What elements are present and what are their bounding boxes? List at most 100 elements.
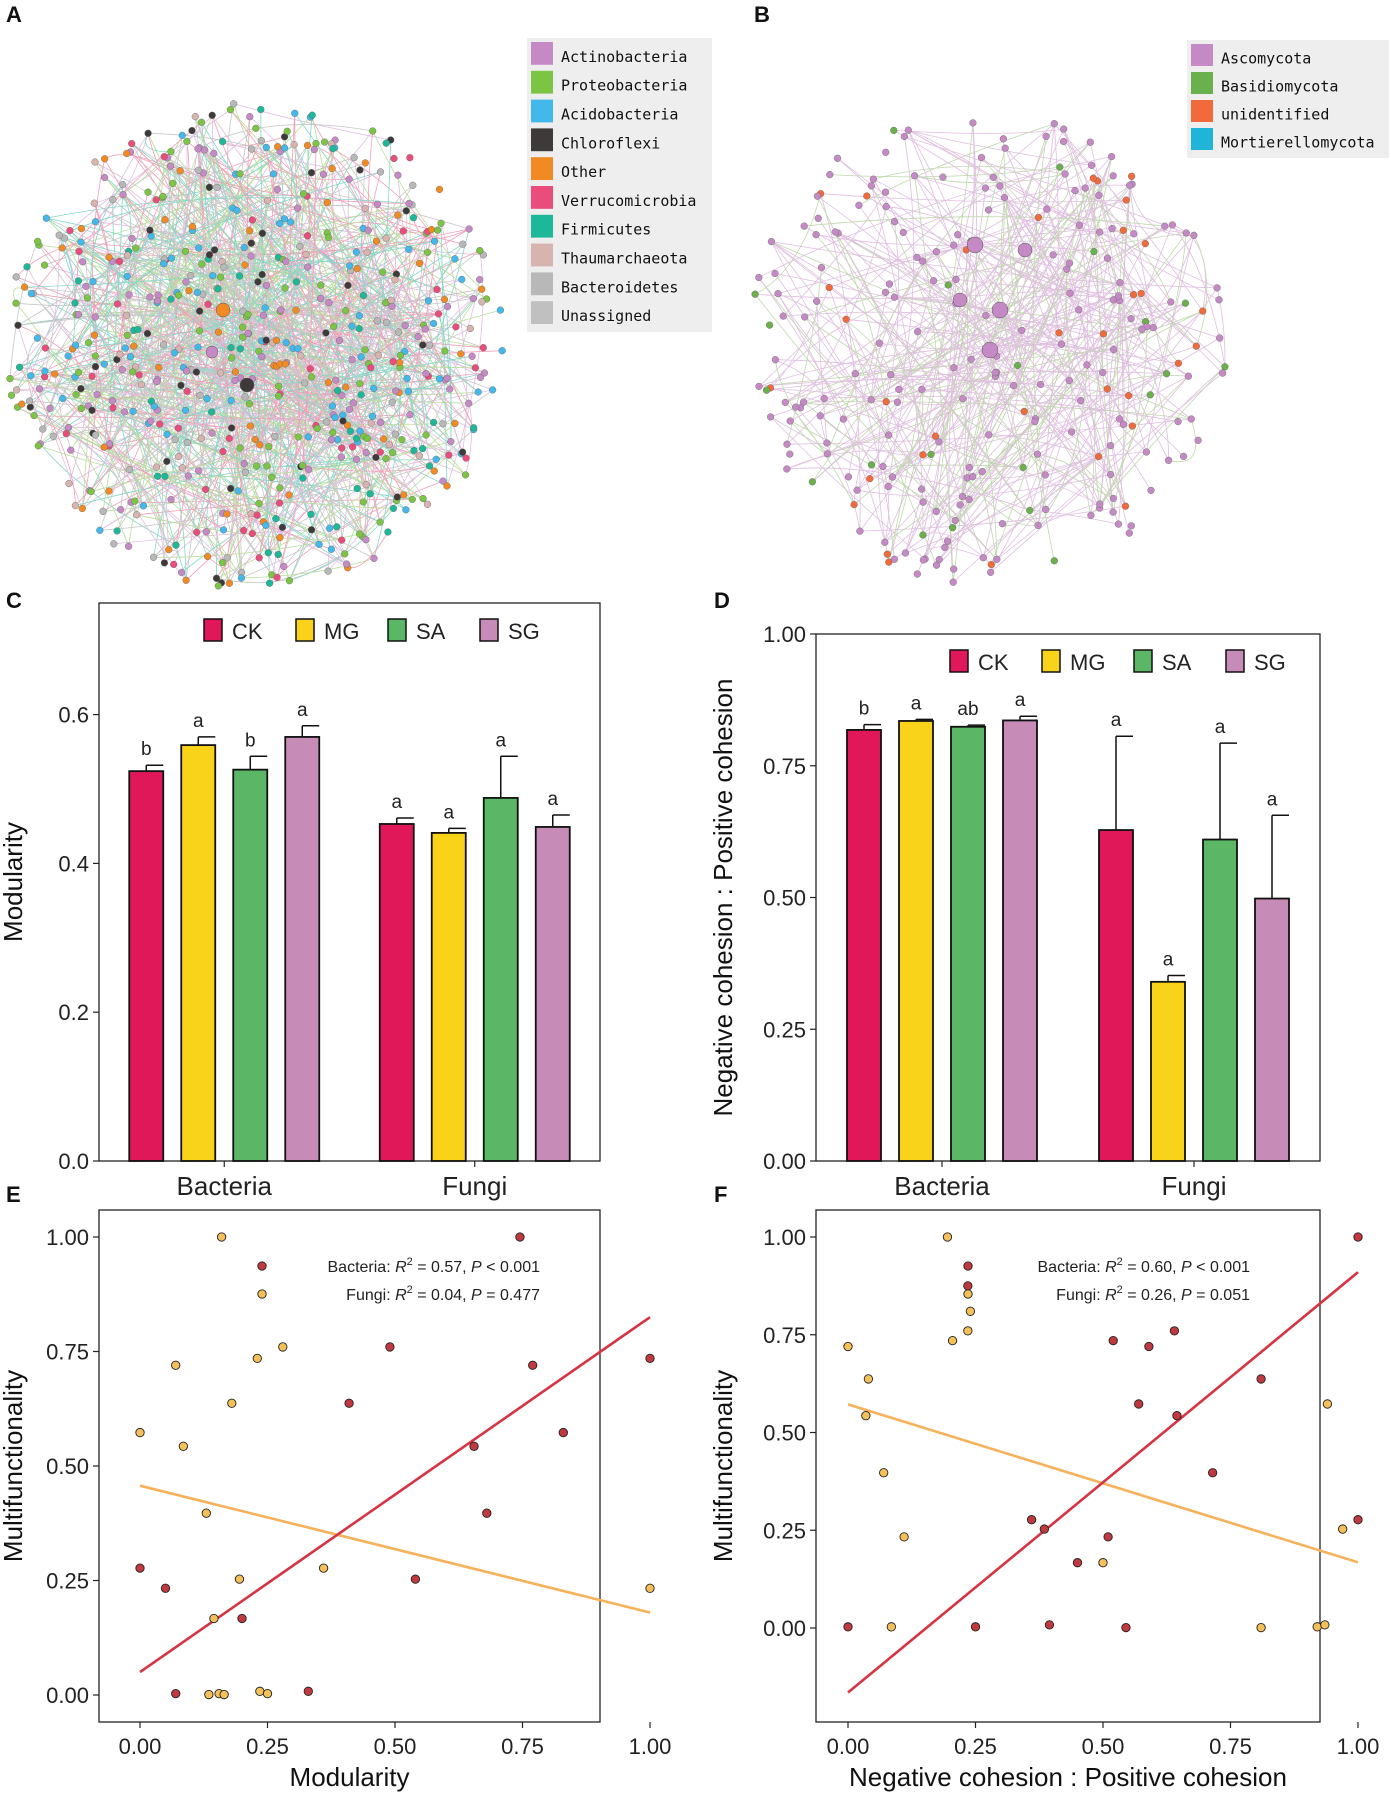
network-node — [476, 373, 485, 382]
network-node — [273, 573, 281, 582]
network-node — [174, 424, 182, 432]
network-node — [1138, 325, 1146, 334]
network-edge — [163, 263, 279, 387]
network-node — [982, 312, 990, 320]
network-node — [241, 393, 249, 401]
network-edge — [159, 258, 456, 425]
network-node — [439, 477, 447, 485]
network-edge — [182, 207, 298, 468]
network-edge — [112, 326, 243, 402]
point-fungi — [942, 1232, 953, 1242]
network-node — [105, 487, 113, 495]
network-node — [885, 280, 894, 288]
network-edge — [1193, 235, 1208, 347]
network-node — [1081, 184, 1089, 192]
network-node — [979, 554, 987, 562]
network-node — [322, 329, 330, 337]
network-node — [755, 382, 763, 391]
network-edge — [157, 300, 348, 565]
network-node — [422, 431, 430, 439]
y-tick-label: 1.00 — [763, 622, 806, 647]
network-edge — [97, 394, 232, 429]
network-edge — [914, 175, 1187, 234]
network-node — [1126, 181, 1134, 189]
point-fungi — [171, 1360, 181, 1370]
network-edge — [75, 210, 238, 346]
network-node — [342, 383, 350, 391]
network-edge — [938, 372, 1104, 560]
network-node — [808, 478, 817, 486]
network-node — [952, 275, 960, 284]
significance-letter: b — [245, 730, 256, 751]
network-node — [329, 145, 337, 153]
network-edge — [67, 355, 242, 579]
point-fungi — [1098, 1558, 1108, 1568]
network-edge — [936, 504, 966, 566]
network-node — [1167, 298, 1175, 306]
network-node — [338, 391, 346, 400]
network-node — [1122, 196, 1130, 204]
network-node — [1108, 225, 1116, 233]
network-node — [353, 484, 361, 493]
network-node — [25, 397, 34, 405]
network-edge — [362, 230, 438, 537]
network-node — [49, 432, 57, 440]
network-edge — [771, 241, 1036, 420]
network-node — [393, 493, 401, 501]
network-node — [389, 357, 397, 366]
bar-mg — [180, 744, 217, 1162]
network-node — [986, 568, 995, 576]
network-edge — [206, 453, 462, 533]
network-edge — [251, 148, 463, 245]
network-node — [214, 582, 222, 590]
network-edge — [104, 154, 210, 188]
network-edge — [229, 525, 267, 584]
network-edge — [197, 124, 373, 150]
network-node — [996, 182, 1004, 190]
network-edge — [81, 376, 93, 509]
stats-text: Fungi: R2 = 0.04, P = 0.477 — [346, 1284, 540, 1304]
network-node — [74, 369, 83, 377]
network-edge — [892, 389, 924, 478]
network-node — [993, 555, 1001, 564]
network-node — [958, 492, 967, 501]
network-edge — [279, 465, 430, 538]
network-node — [119, 191, 127, 199]
network-node — [12, 299, 20, 307]
network-node — [108, 397, 117, 405]
network-node — [7, 391, 16, 399]
network-node — [281, 284, 289, 292]
network-node — [1187, 415, 1195, 423]
network-node — [167, 147, 175, 156]
network-edge — [1045, 445, 1111, 510]
point-bacteria — [1172, 1411, 1182, 1421]
network-node — [74, 311, 83, 319]
network-node — [51, 370, 59, 378]
network-node — [87, 487, 95, 496]
network-node — [252, 124, 260, 132]
network-node — [77, 385, 85, 393]
network-node — [323, 418, 331, 426]
network-node — [904, 126, 912, 134]
network-edge — [176, 204, 413, 293]
network-node — [457, 350, 465, 358]
network-node — [1146, 391, 1154, 399]
legend-swatch — [531, 70, 553, 94]
network-edge — [1099, 231, 1154, 328]
point-bacteria — [1026, 1515, 1037, 1525]
network-node — [123, 251, 132, 259]
network-edge — [894, 296, 1142, 330]
network-node — [895, 385, 903, 394]
network-node — [496, 306, 505, 314]
network-node — [239, 333, 247, 341]
network-node — [172, 541, 180, 549]
network-node — [62, 430, 70, 438]
network-edge — [418, 231, 428, 436]
network-node — [1127, 522, 1135, 530]
network-edge — [108, 445, 170, 550]
network-edges — [754, 122, 1226, 583]
network-node — [100, 173, 109, 182]
network-node — [478, 285, 486, 293]
y-axis-label: Multifunctionality — [0, 1370, 28, 1562]
network-edge — [770, 287, 830, 389]
